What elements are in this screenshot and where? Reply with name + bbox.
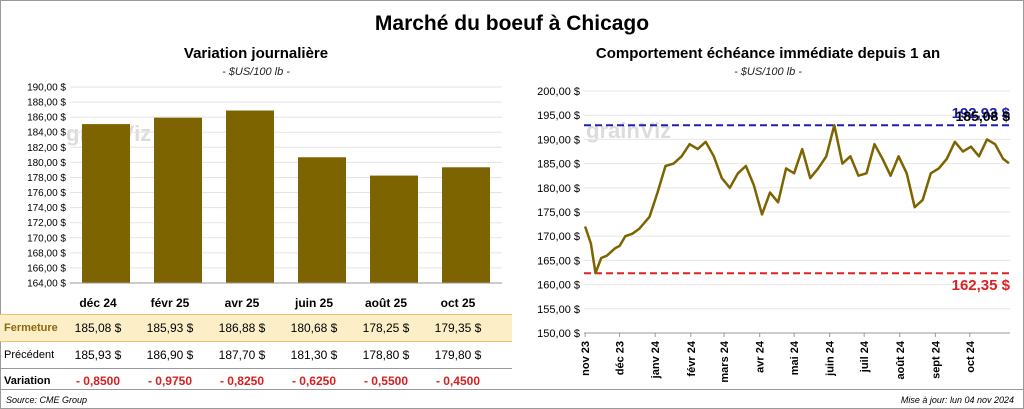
y-tick-label: 175,00 $ <box>537 207 580 219</box>
variation-row: Variation - 0,8500 - 0,9750 - 0,8250 - 0… <box>0 370 512 392</box>
line-chart-title: Comportement échéance immédiate depuis 1… <box>595 45 941 62</box>
variation-cell: - 0,8250 <box>219 374 265 388</box>
y-tick-label: 164,00 $ <box>27 279 66 290</box>
close-cell: 185,08 $ <box>74 321 122 335</box>
previous-cell: 179,80 $ <box>434 348 482 362</box>
variation-cell: - 0,8500 <box>75 374 121 388</box>
previous-cell: 178,80 $ <box>362 348 410 362</box>
x-tick-label: mai 24 <box>789 340 801 375</box>
close-cell: 186,88 $ <box>218 321 266 335</box>
y-tick-label: 182,00 $ <box>27 143 66 154</box>
source-note: Source: CME Group <box>6 395 88 405</box>
x-tick-label: janv 24 <box>650 340 662 379</box>
variation-row-label: Variation <box>4 375 51 387</box>
watermark-text: grainViz <box>586 118 671 143</box>
y-tick-label: 185,00 $ <box>537 159 580 171</box>
line-chart: grainViz 150,00 $ 155,00 $ 160,00 $ 165,00 $… <box>537 86 1011 383</box>
bar-chart: grainViz164,00 $166,00 $168,00 $170,00 $… <box>27 83 502 290</box>
previous-cell: 187,70 $ <box>218 348 266 362</box>
month-header: févr 25 <box>150 296 190 310</box>
variation-cell: - 0,6250 <box>291 374 337 388</box>
previous-row: Précédent 185,93 $ 186,90 $ 187,70 $ 181… <box>0 342 512 369</box>
y-tick-label: 190,00 $ <box>27 83 66 94</box>
bar-chart-title: Variation journalière <box>183 45 329 62</box>
close-cell: 178,25 $ <box>362 321 410 335</box>
footer-divider <box>0 389 1024 390</box>
bar <box>82 124 130 283</box>
y-tick-label: 160,00 $ <box>537 280 580 292</box>
y-tick-label: 180,00 $ <box>537 183 580 195</box>
x-tick-label: avr 24 <box>755 340 767 373</box>
bar <box>298 157 346 283</box>
x-tick-label: mars 24 <box>719 340 731 382</box>
previous-cell: 185,93 $ <box>74 348 122 362</box>
month-header: avr 25 <box>224 296 260 310</box>
y-tick-label: 170,00 $ <box>27 233 66 244</box>
variation-cell: - 0,4500 <box>435 374 481 388</box>
variation-cell: - 0,9750 <box>147 374 193 388</box>
variation-cell: - 0,5500 <box>363 374 409 388</box>
x-tick-label: sept 24 <box>930 340 942 379</box>
previous-row-label: Précédent <box>4 349 55 361</box>
y-tick-label: 170,00 $ <box>537 231 580 243</box>
y-tick-label: 180,00 $ <box>27 158 66 169</box>
previous-cell: 181,30 $ <box>290 348 338 362</box>
close-cell: 180,68 $ <box>290 321 338 335</box>
min-value-label: 162,35 $ <box>952 277 1011 294</box>
table-header-row: déc 24 févr 25 avr 25 juin 25 août 25 oc… <box>0 292 512 314</box>
close-row-label: Fermeture <box>4 322 58 334</box>
y-tick-label: 188,00 $ <box>27 98 66 109</box>
max-value-label: 192,93 $ <box>952 105 1011 122</box>
month-header: août 25 <box>364 296 407 310</box>
page-title: Marché du boeuf à Chicago <box>374 12 650 35</box>
month-header: oct 25 <box>440 296 476 310</box>
close-row: Fermeture 185,08 $ 185,93 $ 186,88 $ 180… <box>0 314 512 342</box>
x-tick-label: août 24 <box>895 340 907 379</box>
last-value-label: 185,08 $ <box>956 108 1011 124</box>
y-tick-label: 165,00 $ <box>537 255 580 267</box>
x-tick-label: oct 24 <box>965 340 977 373</box>
y-tick-label: 172,00 $ <box>27 218 66 229</box>
y-tick-label: 155,00 $ <box>537 304 580 316</box>
y-tick-label: 166,00 $ <box>27 263 66 274</box>
close-cell: 179,35 $ <box>434 321 482 335</box>
y-tick-label: 150,00 $ <box>537 328 580 340</box>
price-series-line <box>583 123 1010 275</box>
bar <box>154 117 202 283</box>
y-tick-label: 195,00 $ <box>537 110 580 122</box>
y-tick-label: 186,00 $ <box>27 113 66 124</box>
y-tick-label: 176,00 $ <box>27 188 66 199</box>
previous-cell: 186,90 $ <box>146 348 194 362</box>
bar <box>226 110 274 284</box>
x-tick-label: févr 24 <box>686 340 698 376</box>
update-note: Mise à jour: lun 04 nov 2024 <box>900 395 1014 405</box>
y-tick-label: 178,00 $ <box>27 173 66 184</box>
x-tick-label: juil 24 <box>859 340 871 373</box>
month-header: déc 24 <box>79 296 117 310</box>
x-tick-label: nov 23 <box>580 341 592 376</box>
bar <box>370 175 418 283</box>
line-chart-unit: - $US/100 lb - <box>734 66 802 78</box>
y-tick-label: 200,00 $ <box>537 86 580 98</box>
x-tick-label: déc 23 <box>615 341 627 375</box>
y-tick-label: 168,00 $ <box>27 248 66 259</box>
y-tick-label: 184,00 $ <box>27 128 66 139</box>
bar-chart-unit: - $US/100 lb - <box>222 66 290 78</box>
y-tick-label: 190,00 $ <box>537 134 580 146</box>
y-tick-label: 174,00 $ <box>27 203 66 214</box>
x-tick-label: juin 24 <box>825 340 837 377</box>
bar <box>442 167 490 283</box>
close-cell: 185,93 $ <box>146 321 194 335</box>
month-header: juin 25 <box>294 296 333 310</box>
